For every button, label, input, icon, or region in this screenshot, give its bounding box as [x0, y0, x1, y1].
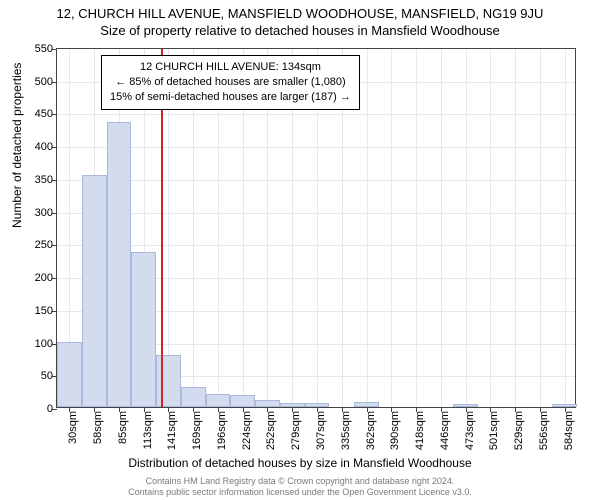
histogram-bar — [181, 387, 206, 407]
x-tick-label: 529sqm — [513, 411, 525, 450]
y-tick-label: 200 — [21, 272, 53, 284]
title-main: 12, CHURCH HILL AVENUE, MANSFIELD WOODHO… — [0, 0, 600, 21]
x-tick-label: 30sqm — [67, 411, 79, 444]
grid-h — [57, 114, 575, 115]
grid-v — [466, 49, 467, 407]
grid-v — [441, 49, 442, 407]
histogram-bar — [280, 403, 305, 407]
x-tick-label: 58sqm — [92, 411, 104, 444]
y-tick-label: 100 — [21, 338, 53, 350]
histogram-bar — [255, 400, 280, 407]
y-tick-label: 50 — [21, 370, 53, 382]
title-sub: Size of property relative to detached ho… — [0, 21, 600, 38]
grid-h — [57, 245, 575, 246]
x-tick-label: 113sqm — [142, 411, 154, 449]
x-tick-label: 169sqm — [191, 411, 203, 450]
histogram-bar — [206, 394, 231, 407]
x-tick-label: 307sqm — [315, 411, 327, 450]
x-tick-label: 362sqm — [365, 411, 377, 450]
y-tick-label: 350 — [21, 174, 53, 186]
y-tick-label: 250 — [21, 239, 53, 251]
y-tick-label: 450 — [21, 108, 53, 120]
x-tick-label: 224sqm — [241, 411, 253, 450]
annotation-line: 15% of semi-detached houses are larger (… — [110, 90, 351, 105]
x-tick-label: 85sqm — [117, 411, 129, 444]
grid-v — [416, 49, 417, 407]
histogram-bar — [156, 355, 181, 407]
grid-v — [515, 49, 516, 407]
x-tick-label: 501sqm — [488, 411, 500, 450]
grid-h — [57, 180, 575, 181]
histogram-bar — [354, 402, 379, 407]
x-tick-label: 335sqm — [340, 411, 352, 450]
y-tick-label: 500 — [21, 76, 53, 88]
y-tick-label: 150 — [21, 305, 53, 317]
histogram-bar — [305, 403, 330, 407]
grid-h — [57, 147, 575, 148]
x-tick-label: 446sqm — [439, 411, 451, 450]
histogram-bar — [82, 175, 107, 407]
footer-line2: Contains public sector information licen… — [0, 487, 600, 498]
y-tick-label: 300 — [21, 207, 53, 219]
x-tick-label: 556sqm — [538, 411, 550, 450]
x-tick-label: 279sqm — [290, 411, 302, 450]
footer: Contains HM Land Registry data © Crown c… — [0, 476, 600, 499]
x-axis-title: Distribution of detached houses by size … — [0, 456, 600, 470]
annotation-box: 12 CHURCH HILL AVENUE: 134sqm← 85% of de… — [101, 55, 360, 110]
histogram-bar — [453, 404, 478, 407]
grid-v — [490, 49, 491, 407]
grid-v — [540, 49, 541, 407]
x-tick-label: 473sqm — [464, 411, 476, 450]
histogram-bar — [230, 395, 255, 407]
y-tick-label: 550 — [21, 43, 53, 55]
chart-area: 05010015020025030035040045050055030sqm58… — [56, 48, 576, 408]
grid-v — [565, 49, 566, 407]
x-tick-label: 252sqm — [265, 411, 277, 450]
histogram-bar — [107, 122, 132, 407]
chart-container: 12, CHURCH HILL AVENUE, MANSFIELD WOODHO… — [0, 0, 600, 500]
footer-line1: Contains HM Land Registry data © Crown c… — [0, 476, 600, 487]
histogram-bar — [552, 404, 577, 407]
grid-v — [367, 49, 368, 407]
grid-h — [57, 213, 575, 214]
y-tick-label: 0 — [21, 403, 53, 415]
annotation-line: 12 CHURCH HILL AVENUE: 134sqm — [110, 60, 351, 75]
x-tick-label: 584sqm — [563, 411, 575, 450]
x-tick-label: 141sqm — [166, 411, 178, 450]
x-tick-label: 390sqm — [389, 411, 401, 450]
x-tick-label: 418sqm — [414, 411, 426, 450]
x-tick-label: 196sqm — [216, 411, 228, 450]
histogram-bar — [57, 342, 82, 407]
grid-v — [391, 49, 392, 407]
annotation-line: ← 85% of detached houses are smaller (1,… — [110, 75, 351, 90]
y-tick-label: 400 — [21, 141, 53, 153]
histogram-bar — [131, 252, 156, 407]
